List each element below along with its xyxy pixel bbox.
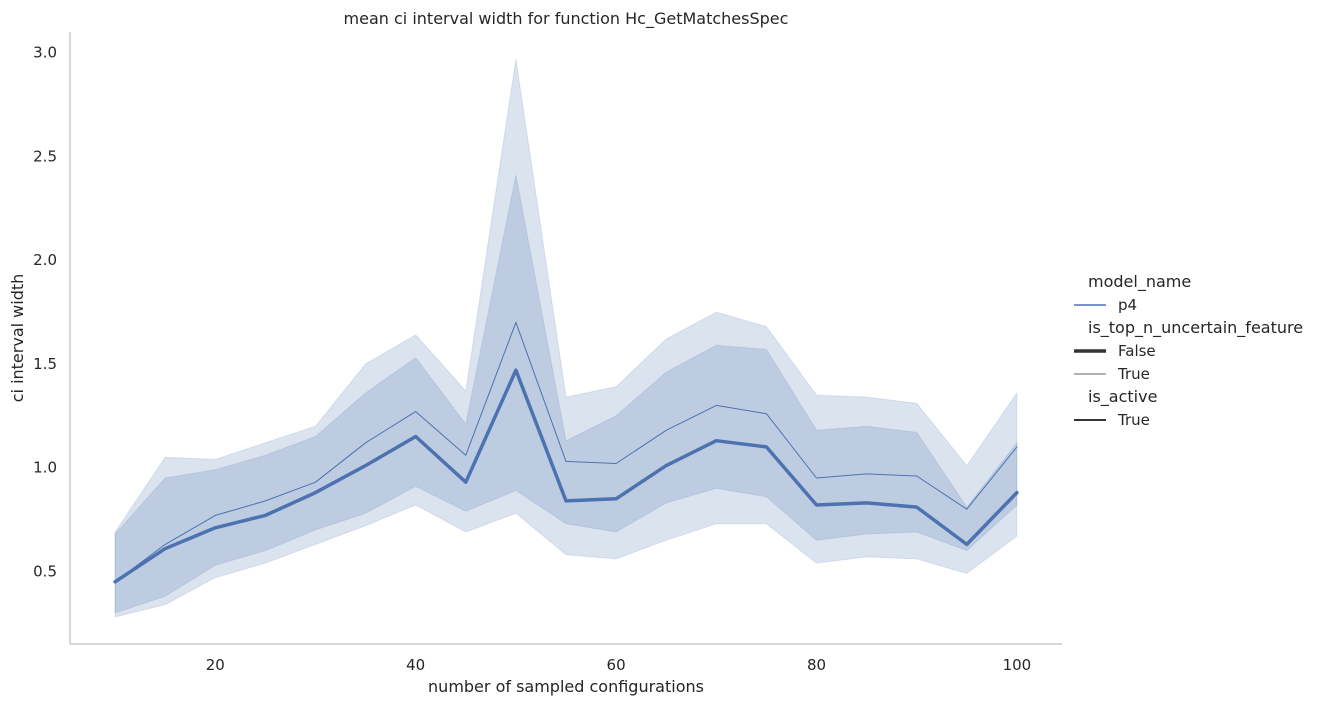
chart-title: mean ci interval width for function Hc_G… <box>344 9 789 29</box>
y-tick-labels: 0.5 1.0 1.5 2.0 2.5 3.0 <box>33 44 57 581</box>
y-tick-label: 2.5 <box>33 147 57 165</box>
legend: model_name p4 is_top_n_uncertain_feature Fa… <box>1074 272 1303 429</box>
legend-title: is_active <box>1088 387 1157 407</box>
legend-title: is_top_n_uncertain_feature <box>1088 318 1303 338</box>
legend-entry-label: True <box>1117 411 1150 429</box>
x-tick-label: 80 <box>807 656 826 674</box>
ci-bands <box>114 58 1018 618</box>
x-tick-label: 60 <box>607 656 626 674</box>
series-line-thick <box>113 368 1019 584</box>
y-tick-label: 2.0 <box>33 251 57 269</box>
ci-band-thick <box>114 175 1018 614</box>
series-lines <box>113 321 1019 584</box>
legend-title: model_name <box>1088 272 1191 292</box>
y-tick-label: 3.0 <box>33 44 57 62</box>
ci-band-thin <box>114 58 1018 618</box>
series-line-thin <box>114 321 1018 583</box>
y-axis-label: ci interval width <box>8 274 27 403</box>
x-axis-label: number of sampled configurations <box>428 677 704 696</box>
legend-entry-label: True <box>1117 365 1150 383</box>
x-tick-label: 20 <box>206 656 225 674</box>
y-tick-label: 1.5 <box>33 355 57 373</box>
x-tick-label: 40 <box>406 656 425 674</box>
x-tick-label: 100 <box>1003 656 1032 674</box>
legend-entry-label: p4 <box>1118 296 1137 314</box>
y-tick-label: 1.0 <box>33 459 57 477</box>
legend-entry-label: False <box>1118 342 1156 360</box>
y-tick-label: 0.5 <box>33 562 57 580</box>
x-tick-labels: 20 40 60 80 100 <box>206 656 1031 674</box>
